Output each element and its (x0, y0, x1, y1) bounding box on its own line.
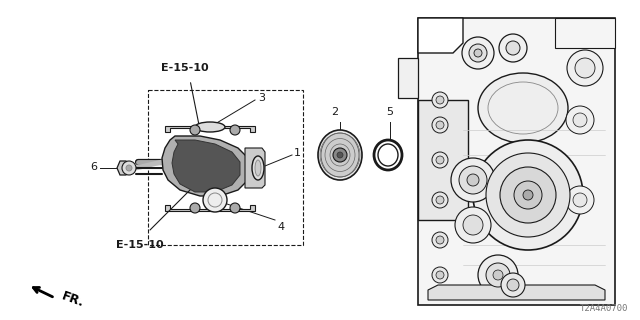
Polygon shape (162, 136, 250, 196)
Ellipse shape (321, 133, 359, 177)
Circle shape (230, 125, 240, 135)
Circle shape (190, 125, 200, 135)
Circle shape (436, 236, 444, 244)
Circle shape (455, 207, 491, 243)
Circle shape (436, 156, 444, 164)
Circle shape (467, 174, 479, 186)
Circle shape (337, 152, 343, 158)
Circle shape (432, 192, 448, 208)
Circle shape (567, 50, 603, 86)
Circle shape (499, 34, 527, 62)
Polygon shape (555, 18, 615, 48)
Text: 6: 6 (90, 162, 97, 172)
Circle shape (575, 58, 595, 78)
Circle shape (432, 232, 448, 248)
Circle shape (566, 186, 594, 214)
Circle shape (432, 267, 448, 283)
Polygon shape (165, 126, 255, 132)
Polygon shape (428, 285, 605, 300)
Circle shape (203, 188, 227, 212)
Circle shape (501, 273, 525, 297)
Circle shape (469, 44, 487, 62)
Bar (148, 90, 303, 245)
Circle shape (436, 196, 444, 204)
Circle shape (523, 190, 533, 200)
Circle shape (436, 96, 444, 104)
Circle shape (473, 140, 583, 250)
Polygon shape (117, 161, 129, 175)
Circle shape (436, 121, 444, 129)
Circle shape (333, 148, 347, 162)
Text: 3: 3 (258, 93, 265, 103)
Circle shape (493, 270, 503, 280)
Text: 5: 5 (387, 107, 394, 117)
Circle shape (573, 193, 587, 207)
Text: E-15-10: E-15-10 (161, 63, 209, 73)
Circle shape (507, 279, 519, 291)
Circle shape (500, 167, 556, 223)
Circle shape (190, 203, 200, 213)
Ellipse shape (478, 73, 568, 143)
Circle shape (486, 263, 510, 287)
Circle shape (432, 117, 448, 133)
Circle shape (122, 161, 136, 175)
Polygon shape (165, 205, 255, 211)
Ellipse shape (252, 156, 264, 180)
Circle shape (463, 215, 483, 235)
Text: 4: 4 (277, 222, 284, 232)
Text: 2: 2 (332, 107, 339, 117)
Circle shape (506, 41, 520, 55)
Circle shape (126, 165, 132, 171)
Polygon shape (398, 58, 418, 98)
Circle shape (474, 49, 482, 57)
Polygon shape (172, 140, 240, 192)
Circle shape (514, 181, 542, 209)
Ellipse shape (318, 130, 362, 180)
Circle shape (478, 255, 518, 295)
Polygon shape (418, 18, 463, 53)
Circle shape (432, 152, 448, 168)
Text: T2A4A0700: T2A4A0700 (580, 304, 628, 313)
Circle shape (436, 271, 444, 279)
Circle shape (432, 92, 448, 108)
Text: 1: 1 (294, 148, 301, 158)
Ellipse shape (378, 144, 398, 166)
Circle shape (566, 106, 594, 134)
Ellipse shape (195, 122, 225, 132)
Text: FR.: FR. (60, 290, 86, 310)
Circle shape (486, 153, 570, 237)
Text: E-15-10: E-15-10 (116, 240, 164, 250)
Ellipse shape (255, 160, 261, 176)
Circle shape (230, 203, 240, 213)
Bar (418, 18, 615, 305)
Bar (418, 100, 468, 220)
Circle shape (462, 37, 494, 69)
Circle shape (459, 166, 487, 194)
Polygon shape (245, 148, 265, 188)
Circle shape (573, 113, 587, 127)
Circle shape (451, 158, 495, 202)
